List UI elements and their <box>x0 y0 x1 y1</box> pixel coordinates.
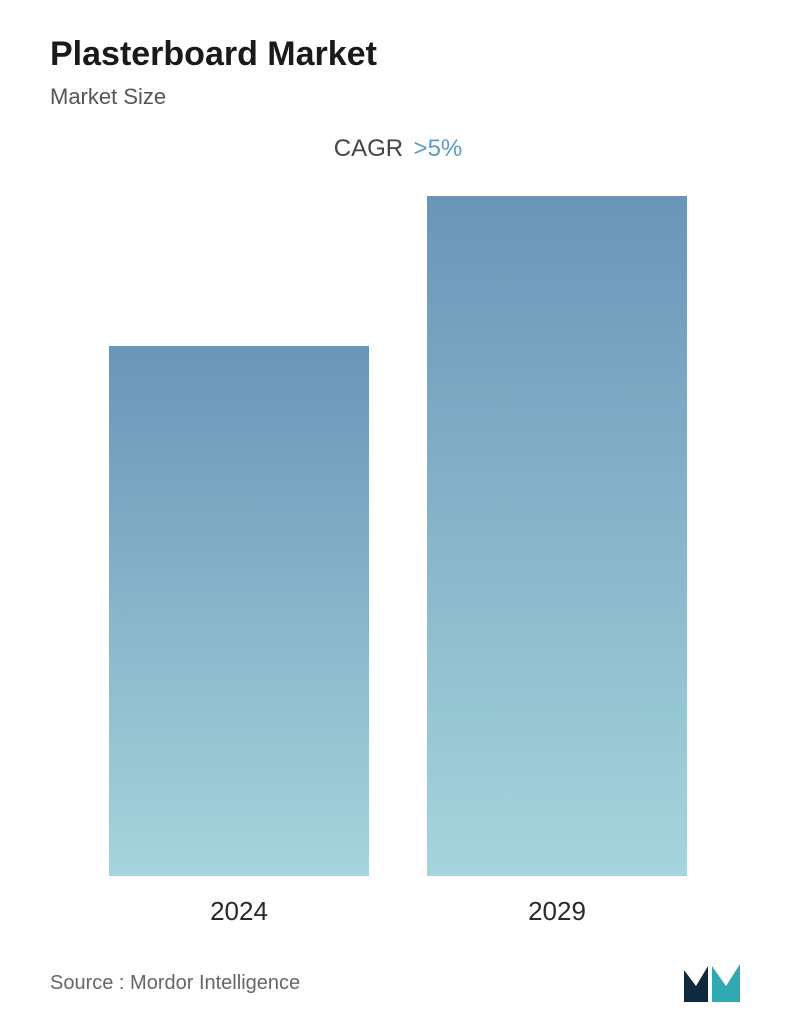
cagr-row: CAGR >5% <box>50 135 746 163</box>
bar-group-1: 2029 <box>427 196 687 927</box>
mordor-logo-icon <box>682 962 746 1004</box>
bar-label-0: 2024 <box>210 896 268 927</box>
bar-0 <box>109 346 369 876</box>
cagr-label: CAGR <box>334 135 403 162</box>
page-subtitle: Market Size <box>50 84 746 110</box>
source-text: Source : Mordor Intelligence <box>50 972 300 995</box>
page-title: Plasterboard Market <box>50 35 746 74</box>
bar-label-1: 2029 <box>528 896 586 927</box>
footer: Source : Mordor Intelligence <box>50 937 746 1004</box>
bar-chart: 2024 2029 <box>50 188 746 937</box>
bar-1 <box>427 196 687 876</box>
chart-container: Plasterboard Market Market Size CAGR >5%… <box>0 0 796 1034</box>
bar-group-0: 2024 <box>109 346 369 927</box>
cagr-value: >5% <box>414 135 463 162</box>
